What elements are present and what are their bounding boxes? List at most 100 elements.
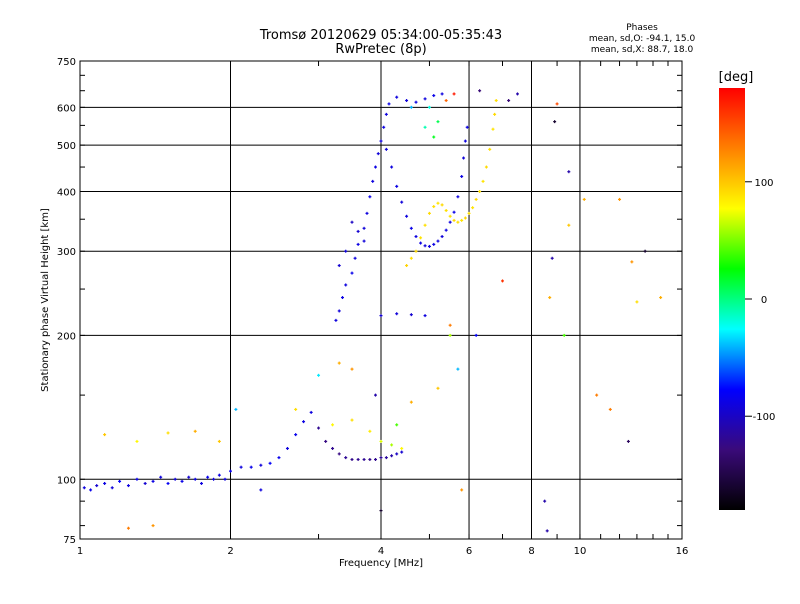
colorbar-tick-label: 100 [754,178,773,189]
data-point [448,220,452,224]
data-point [379,314,383,318]
data-point [350,271,354,275]
data-point [344,249,348,253]
data-point [444,228,448,232]
data-point [423,125,427,129]
data-point [635,300,639,304]
data-point [432,205,436,209]
data-point [395,423,399,427]
data-point [118,479,122,483]
data-point [409,105,413,109]
data-point [462,156,466,160]
data-point [337,452,341,456]
data-point [405,214,409,218]
data-point [331,446,335,450]
data-point [491,127,495,131]
data-point [427,105,431,109]
data-point [379,509,383,513]
colorbar-tick-label: -100 [753,412,776,423]
data-point [173,477,177,481]
data-point [405,264,409,268]
data-point [143,481,147,485]
data-point [452,210,456,214]
data-point [384,147,388,151]
data-point [337,361,341,365]
y-tick-label: 100 [57,475,76,486]
data-point [448,214,452,218]
x-tick-label: 1 [77,546,83,557]
data-point [427,244,431,248]
x-tick-label: 8 [528,546,534,557]
data-point [419,241,423,245]
data-point [427,211,431,215]
data-point [405,99,409,103]
data-point [582,197,586,201]
data-point [350,457,354,461]
scatter-points [82,89,663,533]
data-point [562,333,566,337]
data-point [259,488,263,492]
data-point [474,333,478,337]
data-point [626,439,630,443]
data-point [151,479,155,483]
data-point [444,99,448,103]
data-point [452,92,456,96]
data-point [467,211,471,215]
data-point [390,454,394,458]
stats-line-o: mean, sd,O: -94.1, 15.0 [589,34,696,44]
y-tick-label: 500 [57,141,76,152]
data-point [166,431,170,435]
data-point [400,446,404,450]
data-point [409,313,413,317]
stats-line-x: mean, sd,X: 88.7, 18.0 [591,45,694,55]
data-point [460,218,464,222]
data-point [350,367,354,371]
data-point [595,393,599,397]
data-point [390,443,394,447]
data-point [89,488,93,492]
data-point [423,97,427,101]
data-point [618,197,622,201]
data-point [103,481,107,485]
data-point [436,239,440,243]
y-tick-label: 75 [63,535,76,546]
data-point [436,201,440,205]
data-point [555,102,559,106]
data-point [371,179,375,183]
data-point [159,475,163,479]
data-point [390,165,394,169]
data-point [409,400,413,404]
data-point [239,465,243,469]
data-point [384,112,388,116]
data-point [414,249,418,253]
data-point [414,100,418,104]
data-point [460,488,464,492]
data-point [432,135,436,139]
data-point [444,209,448,213]
data-point [478,89,482,93]
data-point [400,200,404,204]
data-point [543,499,547,503]
data-point [368,457,372,461]
data-point [515,92,519,96]
data-point [126,526,130,530]
data-point [368,429,372,433]
data-point [180,479,184,483]
x-tick-label: 2 [227,546,233,557]
x-axis-label: Frequency [MHz] [339,558,423,569]
data-point [608,407,612,411]
data-point [249,465,253,469]
data-point [166,481,170,485]
data-point [374,457,378,461]
data-point [432,94,436,98]
data-point [340,296,344,300]
data-point [478,189,482,193]
data-point [356,229,360,233]
data-point [382,125,386,129]
y-tick-label: 300 [57,247,76,258]
data-point [387,102,391,106]
x-tick-label: 16 [676,546,689,557]
data-point [395,95,399,99]
data-point [423,314,427,318]
data-point [223,477,227,481]
